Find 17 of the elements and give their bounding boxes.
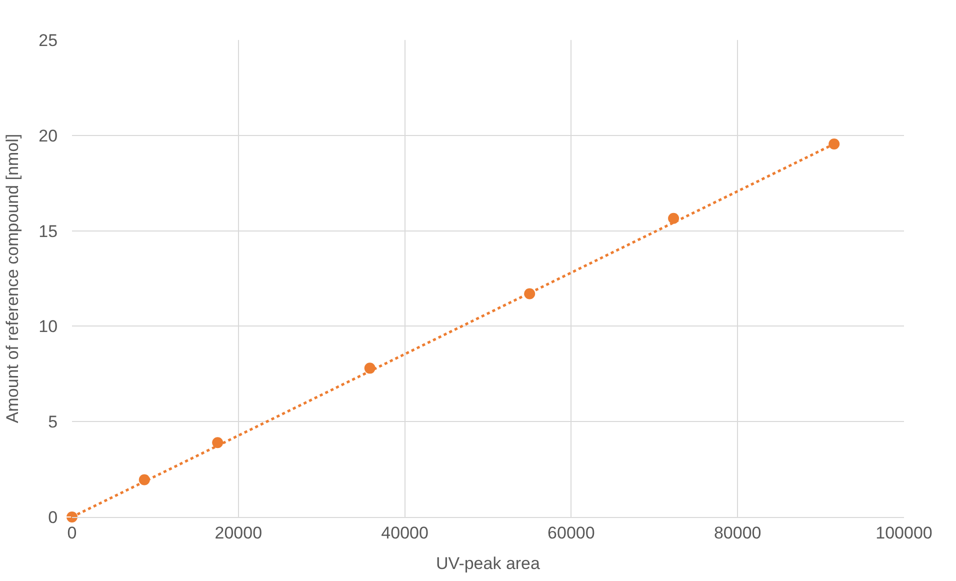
y-tick-label: 25 <box>38 30 58 50</box>
x-tick-label: 40000 <box>381 523 428 542</box>
y-tick-label: 20 <box>38 126 58 146</box>
x-tick-label: 100000 <box>876 523 932 542</box>
y-tick-label: 5 <box>48 412 58 432</box>
x-axis-title: UV-peak area <box>436 554 541 573</box>
point <box>828 138 840 150</box>
y-axis-title: Amount of reference compound [nmol] <box>3 134 22 424</box>
point <box>212 437 224 448</box>
y-tick-label: 15 <box>38 222 58 241</box>
x-tick-label: 20000 <box>214 523 262 542</box>
x-tick-label: 60000 <box>548 523 595 542</box>
x-tick-label: 0 <box>67 523 77 542</box>
y-tick-label: 0 <box>48 508 58 527</box>
x-tick-label: 80000 <box>714 523 762 542</box>
point <box>668 212 680 224</box>
y-tick-label: 10 <box>38 317 58 336</box>
